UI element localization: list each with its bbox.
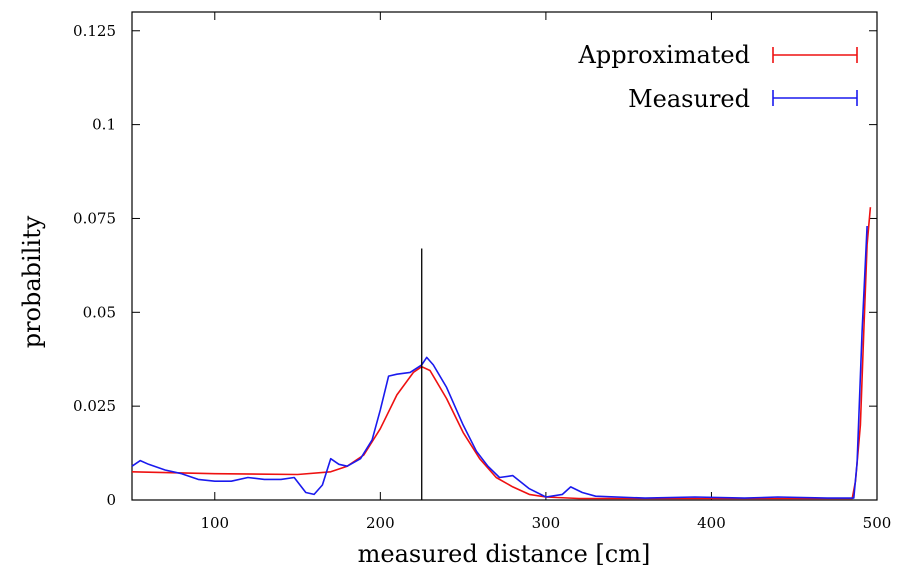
y-tick-label: 0.025 (73, 397, 116, 415)
x-tick-label: 500 (863, 514, 892, 532)
y-tick-label: 0.05 (83, 303, 116, 321)
y-tick-label: 0 (106, 491, 116, 509)
legend: Approximated Measured (578, 41, 858, 113)
series-lines (131, 207, 872, 500)
plot-frame (131, 11, 878, 501)
axis-ticks (132, 12, 878, 501)
legend-label-approximated: Approximated (578, 41, 750, 69)
axis-tick-labels: 100 200 300 400 500 0 0.025 0.05 0.075 0.1 0.125 (73, 22, 891, 532)
series-line-measured (131, 225, 868, 499)
y-tick-label: 0.075 (73, 209, 116, 227)
series-line-approximated (131, 207, 872, 500)
x-tick-label: 200 (366, 514, 395, 532)
x-axis-title: measured distance [cm] (358, 540, 651, 568)
x-tick-label: 100 (200, 514, 229, 532)
x-tick-label: 400 (697, 514, 726, 532)
y-axis-title: probability (18, 215, 46, 348)
legend-swatches (772, 47, 858, 106)
legend-label-measured: Measured (628, 85, 750, 113)
y-tick-label: 0.1 (92, 116, 116, 134)
x-tick-label: 300 (532, 514, 561, 532)
y-tick-label: 0.125 (73, 22, 116, 40)
